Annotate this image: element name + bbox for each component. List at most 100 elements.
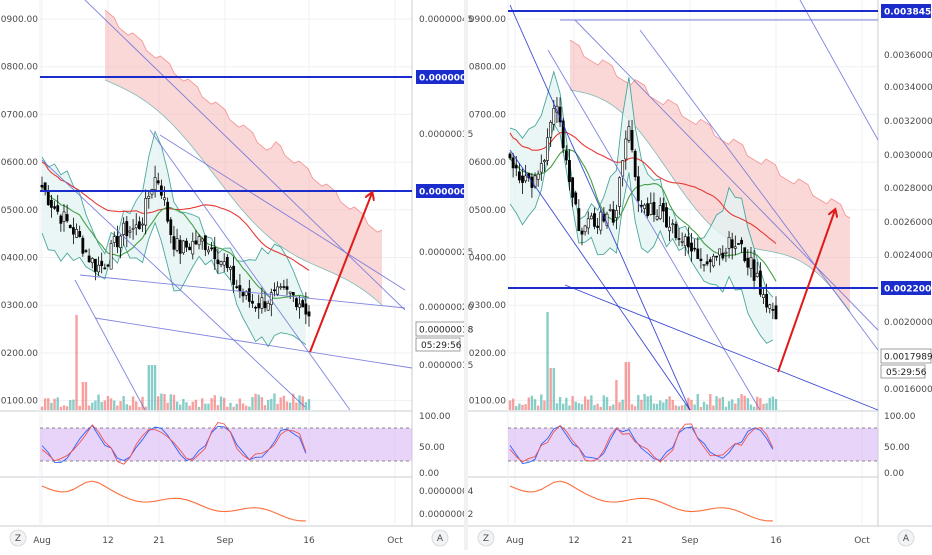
volume-bar bbox=[260, 397, 264, 410]
candle-body bbox=[508, 153, 512, 159]
volume-bar bbox=[677, 406, 681, 410]
left-axis-tick: 10300.00 bbox=[0, 301, 38, 311]
chart-divider bbox=[464, 0, 468, 550]
volume-bar bbox=[56, 397, 59, 410]
zoom-button[interactable]: Z bbox=[477, 529, 495, 547]
target-arrow[interactable] bbox=[777, 210, 835, 373]
target-arrow[interactable] bbox=[309, 193, 372, 353]
volume-bar bbox=[621, 399, 624, 410]
volume-bar bbox=[241, 403, 245, 410]
candle-body bbox=[561, 120, 565, 149]
volume-bar bbox=[702, 401, 706, 410]
volume-bar bbox=[270, 398, 273, 410]
volume-bar bbox=[201, 398, 204, 410]
volume-bar bbox=[150, 365, 154, 410]
candle-body bbox=[188, 246, 192, 251]
volume-bar bbox=[680, 405, 684, 410]
time-axis-label: 12 bbox=[102, 536, 113, 546]
volume-bar bbox=[568, 405, 571, 410]
volume-bar bbox=[524, 404, 527, 410]
volume-bar bbox=[687, 397, 690, 410]
candle-body bbox=[301, 300, 305, 308]
right-axis-tick: 0.0020000 bbox=[884, 318, 932, 328]
auto-scale-button-bg[interactable] bbox=[897, 529, 915, 547]
left-axis-tick: 10900.00 bbox=[0, 15, 38, 25]
left-axis-tick: 10800.00 bbox=[463, 63, 506, 73]
candle-body bbox=[536, 173, 540, 180]
candle-body bbox=[671, 223, 675, 226]
last-price-tag-label: 0.0017989 bbox=[884, 353, 932, 363]
candle-body bbox=[59, 215, 63, 224]
left-axis-tick: 10700.00 bbox=[463, 110, 506, 120]
candle-body bbox=[112, 236, 116, 243]
rsi-axis-tick: 50.00 bbox=[884, 443, 910, 453]
volume-bar bbox=[721, 396, 724, 410]
volume-bar bbox=[590, 395, 593, 410]
candle-body bbox=[743, 247, 747, 262]
volume-bar bbox=[577, 403, 581, 410]
rsi-band bbox=[40, 428, 412, 461]
rsi-axis-tick: 100.00 bbox=[419, 412, 451, 422]
candle-body bbox=[677, 238, 681, 240]
volume-bar bbox=[599, 406, 602, 410]
volume-bar bbox=[709, 394, 712, 410]
volume-bar bbox=[740, 394, 743, 410]
volume-bar bbox=[549, 368, 552, 410]
volume-bar bbox=[693, 404, 696, 410]
auto-scale-button[interactable]: A bbox=[431, 529, 449, 547]
stoch-rsi-k bbox=[509, 425, 774, 464]
right-axis-tick: 0.0034000 bbox=[884, 83, 932, 93]
left-axis-tick: 10500.00 bbox=[0, 206, 38, 216]
candle-body bbox=[50, 199, 53, 208]
left-axis-tick: 10500.00 bbox=[463, 206, 506, 216]
volume-bar bbox=[521, 404, 524, 410]
volume-bar bbox=[743, 395, 746, 410]
right-axis-tick: 0.0026000 bbox=[884, 218, 932, 228]
candle-body bbox=[771, 309, 775, 311]
right-axis-tick: 0.00000045 bbox=[419, 15, 473, 25]
trend-line bbox=[149, 129, 351, 411]
volume-bar bbox=[543, 400, 546, 410]
candle-body bbox=[674, 223, 678, 239]
candle-body bbox=[680, 240, 684, 243]
volume-bar bbox=[69, 400, 72, 410]
volume-bar bbox=[157, 396, 160, 410]
candle-body bbox=[693, 247, 697, 250]
candle-body bbox=[524, 175, 528, 182]
candle-body bbox=[285, 286, 289, 290]
auto-scale-button[interactable]: A bbox=[897, 529, 915, 547]
trend-line bbox=[159, 134, 406, 291]
candle-body bbox=[62, 211, 66, 222]
left-axis-tick: 10600.00 bbox=[463, 158, 506, 168]
candle-body bbox=[768, 304, 772, 309]
volume-bar bbox=[279, 397, 282, 410]
zoom-button[interactable]: Z bbox=[9, 529, 27, 547]
candle-body bbox=[690, 242, 693, 252]
volume-bar bbox=[301, 396, 304, 410]
candle-body bbox=[273, 289, 276, 292]
candle-body bbox=[103, 267, 107, 270]
volume-bar bbox=[602, 395, 606, 410]
zoom-button-bg[interactable] bbox=[9, 529, 27, 547]
rsi-axis-tick: 50.00 bbox=[419, 443, 445, 453]
candle-body bbox=[624, 138, 628, 160]
candle-body bbox=[156, 180, 160, 184]
trend-line bbox=[574, 19, 879, 331]
right-axis-tick: 0.0036000 bbox=[884, 51, 932, 61]
candle-body bbox=[169, 219, 173, 236]
left-chart-panel[interactable]: 0.00000040 0.00000030 0.00000018 05:29:56 0.… bbox=[0, 0, 479, 547]
zoom-button-bg[interactable] bbox=[477, 529, 495, 547]
volume-bar bbox=[65, 406, 69, 410]
bollinger-upper bbox=[41, 130, 307, 303]
candle-body bbox=[178, 239, 182, 254]
last-price-tag-label: 0.00000018 bbox=[419, 326, 474, 336]
auto-scale-button-bg[interactable] bbox=[431, 529, 449, 547]
volume-bar bbox=[727, 401, 731, 410]
candle-body bbox=[618, 177, 621, 207]
time-axis-label: 12 bbox=[568, 536, 579, 546]
volume-bar bbox=[627, 362, 631, 410]
candle-body bbox=[90, 258, 94, 264]
